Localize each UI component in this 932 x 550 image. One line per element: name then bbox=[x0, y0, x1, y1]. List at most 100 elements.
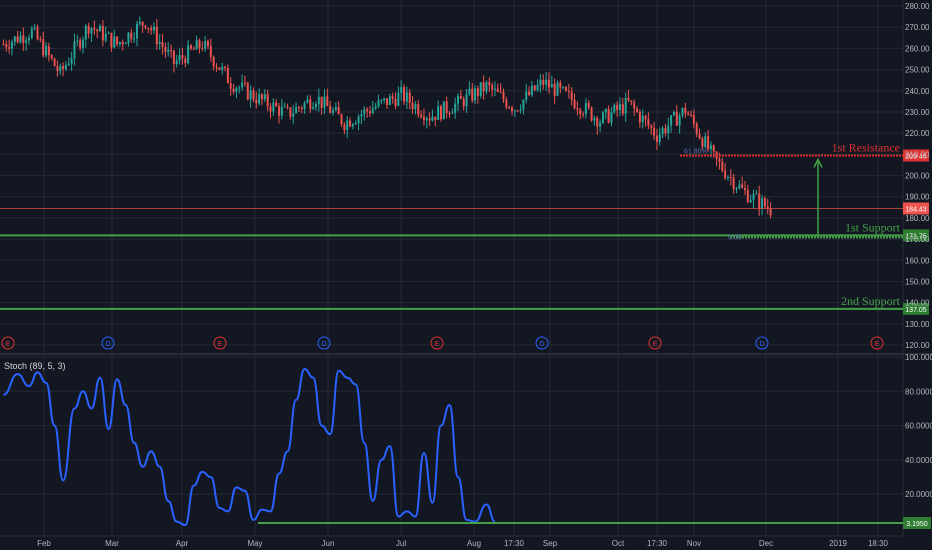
candle-body bbox=[439, 106, 442, 120]
candle-body bbox=[596, 117, 599, 127]
stoch-panel: Stoch (89, 5, 3) 3.1950 bbox=[3, 361, 931, 529]
event-marker bbox=[648, 336, 662, 350]
candle-body bbox=[465, 93, 468, 107]
candle-body bbox=[360, 114, 363, 117]
price-tick-label: 270.00 bbox=[905, 23, 930, 32]
candle-body bbox=[638, 111, 641, 123]
candle-body bbox=[664, 128, 667, 134]
candle-body bbox=[661, 128, 664, 135]
price-levels: 1st Resistance 209.46 61.80% 1st Support 171… bbox=[0, 140, 929, 315]
price-tick-label: 190.00 bbox=[905, 193, 930, 202]
candle-body bbox=[414, 104, 417, 110]
candle-body bbox=[692, 115, 695, 124]
candle-body bbox=[763, 198, 766, 207]
candle-body bbox=[718, 158, 721, 162]
time-tick-label: Jun bbox=[322, 539, 335, 548]
time-tick-label: 18:30 bbox=[868, 539, 889, 548]
candle-body bbox=[87, 25, 90, 34]
candle-body bbox=[539, 79, 542, 86]
candle-body bbox=[309, 99, 312, 109]
candle-body bbox=[329, 106, 332, 114]
event-marker bbox=[535, 336, 549, 350]
candle-body bbox=[62, 66, 65, 69]
candle-body bbox=[766, 206, 769, 209]
candle-body bbox=[266, 94, 269, 107]
candle-body bbox=[547, 79, 550, 88]
candle-body bbox=[138, 21, 141, 24]
candle-body bbox=[153, 26, 156, 31]
fib-label: 61.80% bbox=[684, 148, 708, 155]
candle-body bbox=[400, 87, 403, 93]
candle-body bbox=[590, 107, 593, 121]
candle-body bbox=[278, 106, 281, 116]
candle-body bbox=[116, 36, 119, 45]
price-tick-label: 140.00 bbox=[905, 299, 930, 308]
candle-body bbox=[556, 82, 559, 96]
candle-body bbox=[567, 90, 570, 92]
candle-body bbox=[522, 99, 525, 110]
candle-body bbox=[755, 193, 758, 195]
event-marker-label: E bbox=[435, 341, 440, 348]
candle-body bbox=[644, 115, 647, 120]
candle-body bbox=[769, 208, 772, 216]
candle-body bbox=[312, 107, 315, 109]
candle-body bbox=[394, 98, 397, 106]
candle-body bbox=[343, 124, 346, 131]
candle-body bbox=[672, 111, 675, 116]
candle-body bbox=[431, 116, 434, 121]
candle-body bbox=[300, 107, 303, 109]
candle-body bbox=[508, 107, 511, 109]
candle-body bbox=[73, 41, 76, 59]
candle-body bbox=[275, 102, 278, 107]
candle-body bbox=[601, 112, 604, 123]
candle-body bbox=[741, 184, 744, 188]
candle-body bbox=[127, 32, 130, 44]
candle-body bbox=[13, 36, 16, 42]
price-tick-label: 280.00 bbox=[905, 2, 930, 11]
candle-body bbox=[295, 107, 298, 114]
candle-body bbox=[104, 33, 107, 41]
stoch-value-tag-text: 3.1950 bbox=[906, 521, 928, 528]
support-1-price-tag bbox=[903, 229, 929, 242]
candle-body bbox=[36, 27, 39, 40]
candle-body bbox=[258, 94, 261, 104]
candle-body bbox=[144, 25, 147, 28]
candle-body bbox=[320, 96, 323, 108]
event-marker-label: E bbox=[875, 341, 880, 348]
candle-body bbox=[437, 106, 440, 120]
candle-body bbox=[618, 104, 621, 111]
candle-body bbox=[417, 104, 420, 115]
candle-body bbox=[636, 108, 639, 112]
candle-body bbox=[579, 109, 582, 115]
candle-body bbox=[735, 188, 738, 190]
event-marker-label: D bbox=[539, 341, 544, 348]
candle-body bbox=[519, 109, 522, 111]
event-marker bbox=[430, 336, 444, 350]
event-marker-label: D bbox=[759, 341, 764, 348]
candle-body bbox=[292, 113, 295, 117]
candle-body bbox=[184, 58, 187, 64]
candle-body bbox=[147, 27, 150, 29]
candle-body bbox=[749, 200, 752, 203]
event-marker bbox=[870, 336, 884, 350]
candle-body bbox=[59, 66, 62, 72]
candle-body bbox=[252, 90, 255, 100]
candle-body bbox=[707, 136, 710, 150]
candle-body bbox=[53, 58, 56, 67]
candle-body bbox=[420, 114, 423, 117]
candle-body bbox=[76, 40, 79, 42]
support-2-label: 2nd Support bbox=[841, 294, 901, 308]
time-tick-label: Oct bbox=[612, 539, 625, 548]
candle-body bbox=[187, 45, 190, 64]
support-1-label: 1st Support bbox=[845, 220, 901, 234]
candle-body bbox=[454, 103, 457, 113]
stoch-tick-label: 100.0000 bbox=[905, 353, 932, 362]
candle-body bbox=[22, 35, 25, 43]
candle-body bbox=[70, 58, 73, 64]
candle-body bbox=[368, 111, 371, 114]
candle-body bbox=[491, 85, 494, 90]
event-marker-label: E bbox=[653, 341, 658, 348]
candle-body bbox=[530, 85, 533, 95]
candle-body bbox=[405, 92, 408, 102]
